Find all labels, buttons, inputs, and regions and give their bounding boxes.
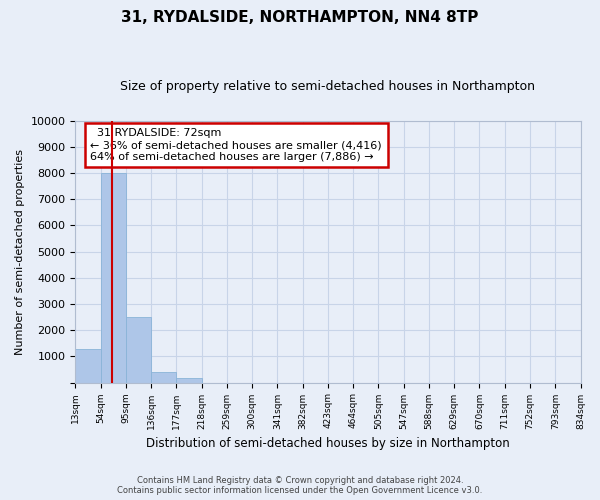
- Title: Size of property relative to semi-detached houses in Northampton: Size of property relative to semi-detach…: [121, 80, 535, 93]
- Bar: [101, 173, 126, 382]
- Text: 31, RYDALSIDE, NORTHAMPTON, NN4 8TP: 31, RYDALSIDE, NORTHAMPTON, NN4 8TP: [121, 10, 479, 25]
- Bar: [176, 378, 202, 382]
- Bar: [126, 317, 151, 382]
- Bar: [151, 372, 176, 382]
- Bar: [75, 348, 101, 382]
- Text: Contains HM Land Registry data © Crown copyright and database right 2024.
Contai: Contains HM Land Registry data © Crown c…: [118, 476, 482, 495]
- Y-axis label: Number of semi-detached properties: Number of semi-detached properties: [15, 148, 25, 354]
- Text: 31 RYDALSIDE: 72sqm  
← 36% of semi-detached houses are smaller (4,416)
64% of s: 31 RYDALSIDE: 72sqm ← 36% of semi-detach…: [91, 128, 382, 162]
- X-axis label: Distribution of semi-detached houses by size in Northampton: Distribution of semi-detached houses by …: [146, 437, 510, 450]
